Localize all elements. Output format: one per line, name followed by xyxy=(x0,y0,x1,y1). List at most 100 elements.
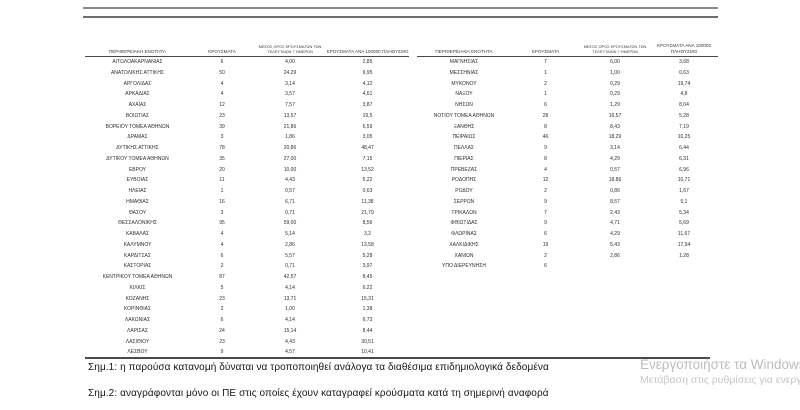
table-row: ΦΘΙΩΤΙΔΑΣ 9 4,71 5,69 xyxy=(417,218,718,229)
region-name-cell: ΦΛΩΡΙΝΑΣ xyxy=(451,231,477,237)
table-row: ΚΑΒΑΛΑΣ 4 5,14 3,2 xyxy=(85,229,409,240)
table-row: ΝΑΞΟΥ 1 0,29 4,8 xyxy=(417,89,718,100)
per100k-value-cell: 1,28 xyxy=(679,252,689,259)
region-name-cell: ΜΕΣΣΗΝΙΑΣ xyxy=(449,69,479,76)
cases-value-cell: 19 xyxy=(542,241,549,248)
cases-value-cell: 4 xyxy=(220,91,224,98)
per100k-value-cell: 0,63 xyxy=(362,188,373,194)
avg7-value-cell: 24,29 xyxy=(283,69,297,76)
region-name-cell: ΛΑΣΙΘΙΟΥ xyxy=(125,338,150,345)
header-avg7: ΜΕΣΟΣ ΟΡΟΣ ΚΡΟΥΣΜΑΤΩΝ ΤΩΝ ΤΕΛΕΥΤΑΙΩΝ 7 Η… xyxy=(580,42,650,57)
avg7-value-cell: 59,00 xyxy=(283,220,297,227)
region-name-cell: ΕΥΒΟΙΑΣ xyxy=(126,177,149,184)
footnote-1: Σημ.1: η παρούσα κατανομή δύναται να τρο… xyxy=(88,362,549,373)
per100k-value-cell: 19,74 xyxy=(677,80,691,87)
per100k-value-cell: 5,34 xyxy=(679,209,689,216)
table-row: ΚΑΣΤΟΡΙΑΣ 2 0,71 3,97 xyxy=(85,261,409,272)
per100k-value-cell: 0,63 xyxy=(679,69,689,76)
table-row: ΜΥΚΟΝΟΥ 2 0,29 19,74 xyxy=(417,79,718,90)
avg7-value-cell: 0,29 xyxy=(610,80,620,87)
per100k-value-cell: 4,12 xyxy=(362,80,373,87)
table-row: ΔΥΤΙΚΟΥ ΤΟΜΕΑ ΑΘΗΝΩΝ 35 27,00 7,15 xyxy=(85,154,409,165)
region-name-cell: ΚΕΝΤΡΙΚΟΥ ΤΟΜΕΑ ΑΘΗΝΩΝ xyxy=(102,274,173,280)
header-per100k: ΚΡΟΥΣΜΑΤΑ ΑΝΑ 100000 ΠΛΗΘΥΣΜΟ xyxy=(326,42,409,57)
per100k-value-cell: 5,1 xyxy=(680,198,688,205)
avg7-value-cell: 4,71 xyxy=(610,220,620,227)
avg7-value-cell: 3,14 xyxy=(610,145,620,151)
per100k-value-cell: 5,28 xyxy=(362,252,373,259)
header-region: ΠΕΡΙΦΕΡΕΙΑΚΗ ΕΝΟΤΗΤΑ xyxy=(417,42,511,57)
cases-value-cell: 11 xyxy=(219,177,225,184)
region-name-cell: ΚΑΛΥΜΝΟΥ xyxy=(123,241,152,248)
cases-value-cell: 2 xyxy=(544,80,547,87)
per100k-value-cell: 6,22 xyxy=(362,284,373,291)
cases-value-cell: 9 xyxy=(544,220,547,227)
avg7-value-cell: 10,00 xyxy=(283,166,297,173)
avg7-value-cell: 0,71 xyxy=(285,263,295,270)
per100k-value-cell: 6,96 xyxy=(679,166,689,173)
avg7-value-cell: 6,71 xyxy=(285,198,295,205)
cases-value-cell: 7 xyxy=(544,209,547,216)
table-row: ΚΙΛΚΙΣ 5 4,14 6,22 xyxy=(85,283,409,294)
region-name-cell: ΝΑΞΟΥ xyxy=(455,91,473,98)
header-cases: ΚΡΟΥΣΜΑΤΑ xyxy=(511,42,580,57)
avg7-value-cell: 4,14 xyxy=(285,284,295,291)
avg7-value-cell: 2,86 xyxy=(610,252,620,259)
cases-value-cell: 4 xyxy=(220,231,224,237)
per100k-value-cell: 5,22 xyxy=(362,177,373,184)
cases-value-cell: 6 xyxy=(220,252,224,259)
cases-value-cell: 87 xyxy=(219,274,225,280)
table-row: ΝΟΤΙΟΥ ΤΟΜΕΑ ΑΘΗΝΩΝ 28 16,57 5,28 xyxy=(417,111,718,122)
cases-value-cell: 9 xyxy=(544,145,547,151)
header-per100k: ΚΡΟΥΣΜΑΤΑ ΑΝΑ 100000 ΠΛΗΘΥΣΜΟ xyxy=(650,42,718,57)
per100k-value-cell: 8,56 xyxy=(362,220,373,227)
header-avg7: ΜΕΣΟΣ ΟΡΟΣ ΚΡΟΥΣΜΑΤΩΝ ΤΩΝ ΤΕΛΕΥΤΑΙΩΝ 7 Η… xyxy=(254,42,326,57)
windows-activation-watermark: Ενεργοποιήστε τα Windows Μετάβαση στις ρ… xyxy=(640,357,800,386)
per100k-value-cell: 9,95 xyxy=(362,69,373,76)
per100k-value-cell: 11,38 xyxy=(361,198,374,205)
table-row: ΔΥΤΙΚΗΣ ΑΤΤΙΚΗΣ 78 20,86 48,47 xyxy=(85,143,409,154)
avg7-value-cell: 18,29 xyxy=(608,134,622,141)
avg7-value-cell: 4,43 xyxy=(285,177,295,184)
table-row: ΑΝΑΤΟΛΙΚΗΣ ΑΤΤΙΚΗΣ 50 24,29 9,95 xyxy=(85,68,409,79)
table-row: ΚΕΝΤΡΙΚΟΥ ΤΟΜΕΑ ΑΘΗΝΩΝ 87 42,57 8,45 xyxy=(85,272,409,283)
table-row: ΑΡΚΑΔΙΑΣ 4 3,57 4,61 xyxy=(85,89,409,100)
region-name-cell: ΒΟΡΕΙΟΥ ΤΟΜΕΑ ΑΘΗΝΩΝ xyxy=(105,123,170,130)
cases-value-cell: 8 xyxy=(544,155,547,162)
region-name-cell: ΦΘΙΩΤΙΔΑΣ xyxy=(450,220,478,227)
per100k-value-cell: 17,94 xyxy=(677,241,691,248)
per100k-value-cell: 4,8 xyxy=(680,91,688,98)
cases-value-cell: 6 xyxy=(544,102,547,108)
avg7-value-cell: 7,57 xyxy=(285,102,295,108)
region-name-cell: ΧΑΛΚΙΔΙΚΗΣ xyxy=(449,241,479,248)
per100k-value-cell: 15,31 xyxy=(361,295,374,302)
cases-tables: ΠΕΡΙΦΕΡΕΙΑΚΗ ΕΝΟΤΗΤΑ ΚΡΟΥΣΜΑΤΑ ΜΕΣΟΣ ΟΡΟ… xyxy=(85,42,718,358)
region-name-cell: ΧΑΝΙΩΝ xyxy=(454,252,474,259)
avg7-value-cell: 27,00 xyxy=(283,155,297,162)
per100k-value-cell: 19,5 xyxy=(362,112,373,119)
table-row: ΑΧΑΪΑΣ 12 7,57 3,87 xyxy=(85,100,409,111)
cases-value-cell: 23 xyxy=(219,112,225,119)
cases-value-cell: 16 xyxy=(219,198,225,205)
table-row: ΝΗΣΩΝ 6 1,29 8,04 xyxy=(417,100,718,111)
cases-value-cell: 8 xyxy=(544,123,547,130)
table-row: ΗΛΕΙΑΣ 1 0,57 0,63 xyxy=(85,186,409,197)
region-name-cell: ΗΛΕΙΑΣ xyxy=(128,188,147,194)
region-name-cell: ΝΗΣΩΝ xyxy=(455,102,473,108)
cases-value-cell: 24 xyxy=(219,327,225,334)
avg7-value-cell: 0,71 xyxy=(285,209,295,216)
region-name-cell: ΔΥΤΙΚΟΥ ΤΟΜΕΑ ΑΘΗΝΩΝ xyxy=(106,155,169,162)
per100k-value-cell: 11,67 xyxy=(677,231,691,237)
region-name-cell: ΑΡΓΟΛΙΔΑΣ xyxy=(123,80,152,87)
header-cases: ΚΡΟΥΣΜΑΤΑ xyxy=(190,42,254,57)
table-row: ΠΡΕΒΕΖΑΣ 4 0,57 6,96 xyxy=(417,165,718,176)
header-avg7-line2: ΤΕΛΕΥΤΑΙΩΝ 7 ΗΜΕΡΩΝ xyxy=(592,48,638,54)
top-divider-line-2 xyxy=(83,16,718,18)
table-row: ΠΙΕΡΙΑΣ 8 4,29 6,31 xyxy=(417,154,718,165)
avg7-value-cell: 5,57 xyxy=(285,252,295,259)
per100k-value-cell: 2,85 xyxy=(362,59,373,65)
per100k-value-cell: 10,25 xyxy=(677,134,691,141)
avg7-value-cell: 1,86 xyxy=(285,134,295,141)
table-row: ΧΑΛΚΙΔΙΚΗΣ 19 5,43 17,94 xyxy=(417,240,718,251)
cases-value-cell: 3 xyxy=(220,134,224,141)
